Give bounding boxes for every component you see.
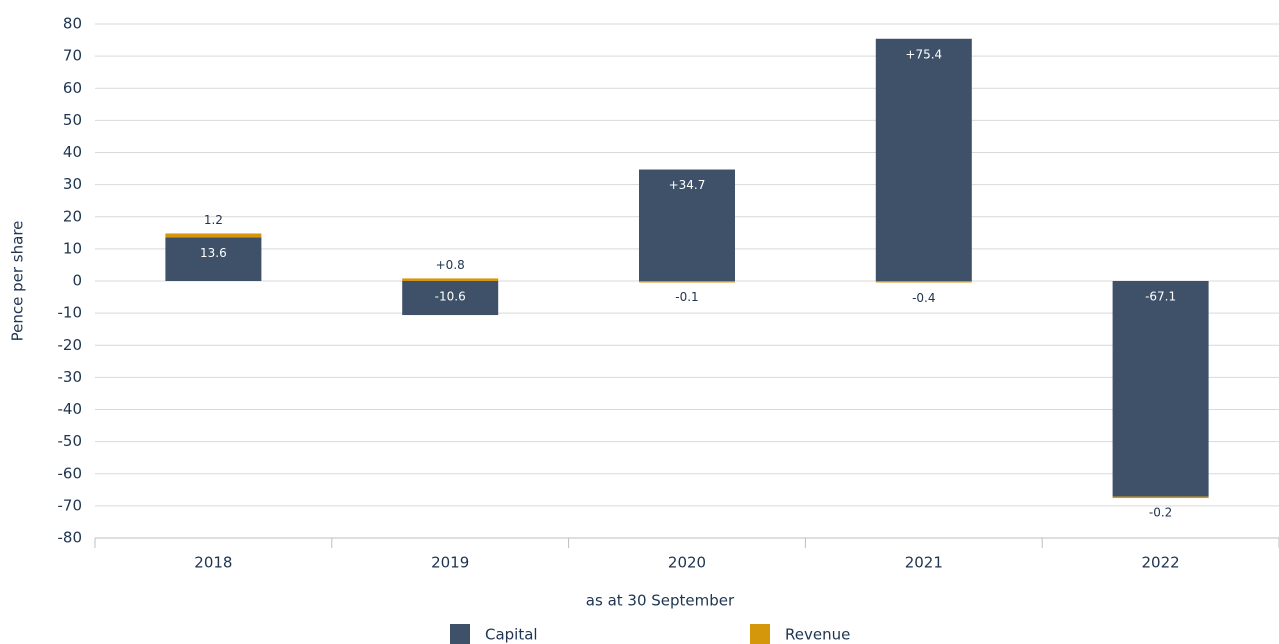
legend-swatch	[750, 624, 770, 644]
x-tick-label: 2020	[668, 554, 706, 572]
bar-segment	[402, 278, 499, 281]
y-tick-label: 40	[63, 143, 82, 161]
bar-segment	[402, 281, 499, 316]
bar-segment	[639, 281, 735, 283]
y-tick-label: -50	[58, 432, 83, 450]
y-tick-label: -70	[58, 496, 83, 514]
y-tick-label: 80	[63, 15, 82, 33]
value-label: +0.8	[436, 258, 465, 272]
value-label: +34.7	[669, 178, 706, 192]
bar-segment	[165, 237, 262, 281]
value-label: 13.6	[200, 246, 227, 260]
y-tick-label: 60	[63, 79, 82, 97]
bar-segment	[639, 169, 735, 281]
legend-label: Revenue	[785, 626, 850, 644]
bar-segment	[1112, 281, 1209, 497]
legend-swatch	[450, 624, 470, 644]
y-tick-label: -40	[58, 400, 83, 418]
x-tick-label: 2018	[194, 554, 232, 572]
y-tick-label: 20	[63, 207, 82, 225]
value-label: -0.2	[1149, 506, 1172, 520]
y-tick-label: -60	[58, 464, 83, 482]
y-tick-label: 50	[63, 111, 82, 129]
y-tick-label: -10	[58, 304, 83, 322]
x-tick-label: 2019	[431, 554, 469, 572]
bar-segment	[875, 38, 972, 282]
y-tick-label: 0	[72, 272, 82, 290]
y-tick-label: 70	[63, 47, 82, 65]
value-label: +75.4	[905, 47, 942, 61]
bar-segment	[875, 281, 972, 283]
value-label: 1.2	[204, 213, 223, 227]
y-tick-label: -30	[58, 368, 83, 386]
bar-segment	[1112, 496, 1209, 499]
value-label: -10.6	[435, 290, 466, 304]
x-tick-label: 2022	[1142, 554, 1180, 572]
value-label: -0.1	[675, 290, 698, 304]
bar-segment	[165, 233, 262, 238]
y-axis-title: Pence per share	[9, 221, 27, 342]
value-label: -0.4	[912, 291, 935, 305]
y-tick-label: -20	[58, 336, 83, 354]
y-tick-label: 10	[63, 239, 82, 257]
y-tick-label: -80	[58, 529, 83, 547]
y-tick-label: 30	[63, 175, 82, 193]
legend-label: Capital	[485, 626, 538, 644]
value-label: -67.1	[1145, 290, 1176, 304]
x-tick-label: 2021	[905, 554, 943, 572]
x-axis-title: as at 30 September	[586, 592, 735, 610]
